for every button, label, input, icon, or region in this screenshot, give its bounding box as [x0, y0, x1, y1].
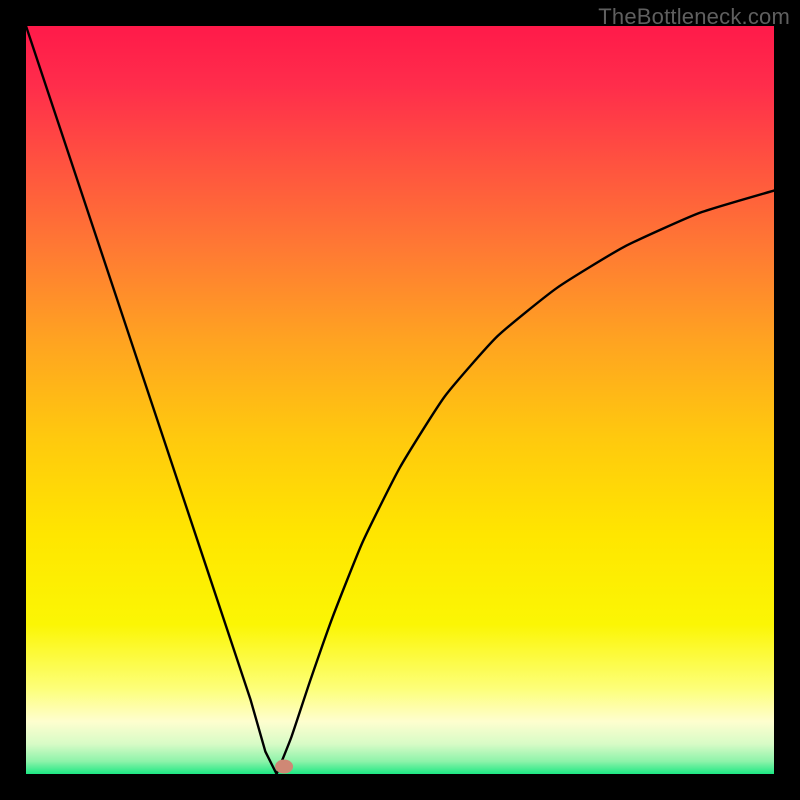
watermark-text: TheBottleneck.com: [598, 4, 790, 29]
watermark: TheBottleneck.com: [598, 4, 790, 30]
optimal-point-marker: [275, 760, 293, 774]
bottleneck-curve-chart: [0, 0, 800, 800]
plot-background: [26, 26, 774, 774]
chart-frame: TheBottleneck.com: [0, 0, 800, 800]
